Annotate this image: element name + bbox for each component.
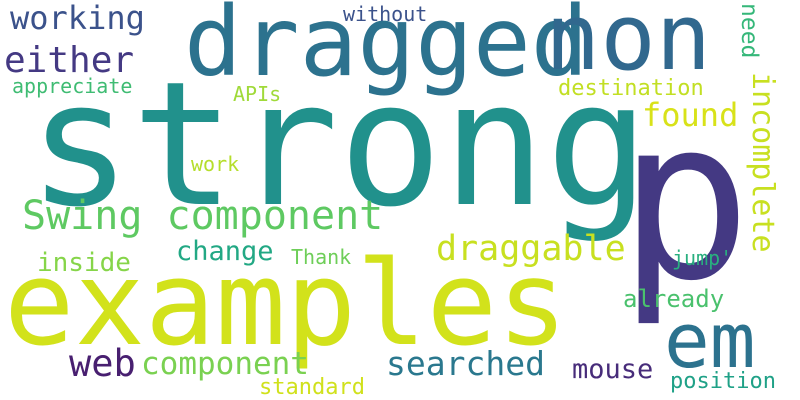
word-either: either [4, 40, 135, 81]
word-p: p [618, 72, 752, 330]
word-need: need [736, 3, 762, 59]
word-non: non [545, 0, 712, 91]
word-jump: jump' [672, 246, 733, 270]
word-mouse: mouse [572, 354, 654, 385]
word-swing-component: Swing component [22, 193, 384, 239]
word-position: position [670, 369, 776, 394]
word-change: change [176, 236, 274, 267]
word-searched: searched [386, 344, 545, 383]
word-examples: examples [4, 235, 568, 372]
word-without: without [343, 2, 428, 26]
word-found: found [642, 96, 739, 134]
word-strong: strong [28, 44, 650, 245]
word-standard: standard [259, 375, 365, 400]
word-thank: Thank [291, 245, 352, 269]
word-working: working [10, 0, 145, 37]
word-em: em [664, 296, 756, 385]
word-web: web [69, 342, 136, 385]
word-component: component [141, 346, 309, 382]
word-draggable: draggable [436, 229, 626, 269]
word-inside: inside [37, 248, 131, 278]
word-already: already [623, 285, 725, 313]
word-destination: destination [558, 76, 704, 101]
word-apis: APIs [233, 82, 282, 106]
word-appreciate: appreciate [12, 74, 133, 98]
word-incomplete: incomplete [745, 72, 780, 253]
word-dragged: dragged [184, 0, 589, 98]
word-work: work [191, 152, 240, 176]
